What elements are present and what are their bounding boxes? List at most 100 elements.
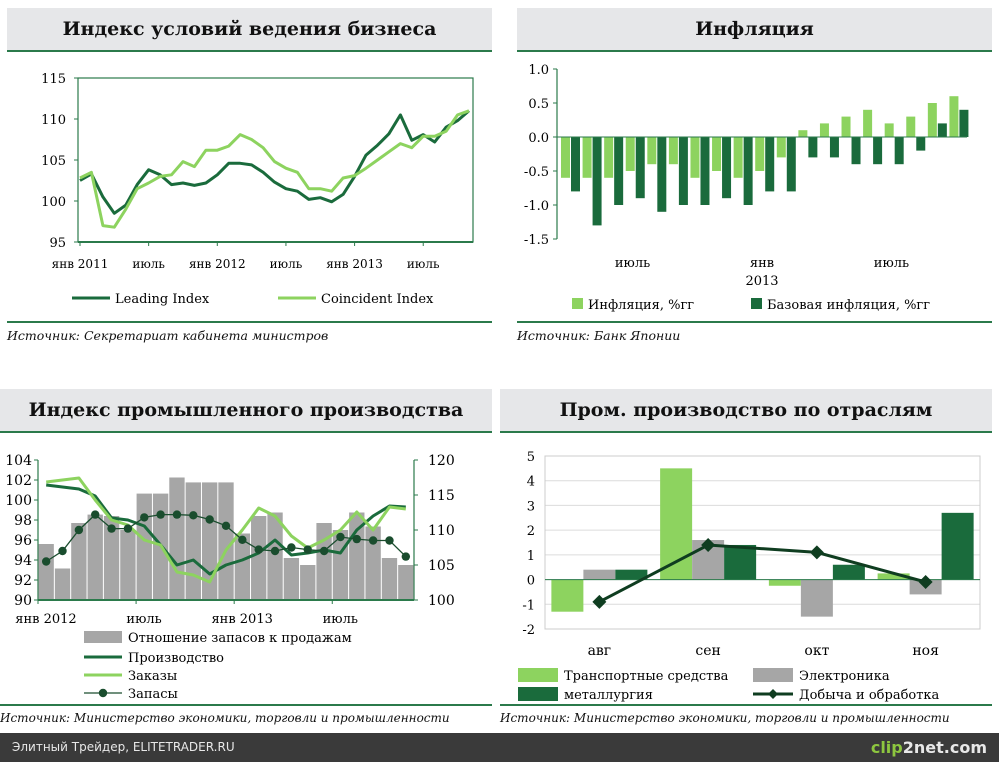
y-tick-label: 105 [41,154,66,169]
bar [381,558,398,600]
series-point [221,521,231,530]
source-inflation: Источник: Банк Японии [517,321,992,343]
bar [604,137,614,178]
bar [949,96,959,137]
bar [873,137,883,165]
bar [615,569,648,580]
series-point [41,557,51,566]
x-tick-label: июль [126,612,161,627]
x-tick-label: янв 2012 [189,257,246,271]
source-business: Источник: Секретариат кабинета министров [7,321,492,343]
legend-label: Электроника [799,669,890,684]
legend-swatch [753,668,793,682]
legend-label: Добыча и обработка [799,688,940,703]
legend-swatch [518,687,558,701]
y-tick-label: 3 [527,499,535,514]
bar [635,137,645,199]
y-tick-label: 5 [527,450,535,465]
bar [927,103,937,137]
bar [647,137,657,165]
bar [316,523,332,600]
bar [937,123,947,137]
chart-industrial: 90 92 94 96 98 100 102 104 100 105 110 115 120 янв 20… [5,453,455,702]
y-tick-label: -1.0 [524,199,549,214]
bar [786,137,796,192]
y-tick-label: 1 [527,549,535,564]
bar [916,137,926,151]
y-tick-label-right: 110 [428,523,455,539]
series-line [46,476,406,584]
x-tick-label: июль [270,257,303,271]
series-point [74,525,84,535]
bar [103,516,120,600]
legend-marker [98,688,108,698]
bar [551,579,584,612]
series-point [701,537,716,552]
bar [582,137,592,178]
bar [832,564,865,580]
series-point [303,545,312,554]
series-point [189,511,198,520]
bar [668,137,678,165]
bar [722,137,732,199]
bar [776,137,786,158]
bar [657,137,667,212]
y-tick-label: 110 [41,113,66,128]
logo-part-b: 2 [902,738,914,757]
y-tick-label-left: 100 [5,493,32,509]
bar [234,533,251,600]
legend-label: Запасы [128,687,178,702]
series-line [598,543,926,604]
bar [877,573,910,580]
bar [365,526,381,600]
bar [283,558,300,600]
bar [800,579,833,617]
logo-part-a: clip [870,738,903,757]
bar [251,516,267,600]
clip2net-logo[interactable]: clip2net.com [871,738,987,757]
bar [700,137,710,205]
legend-swatch [84,631,122,643]
legend-swatch [518,668,558,682]
bar [267,512,283,600]
y-tick-label-left: 98 [14,513,32,529]
x-tick-label: янв [750,256,774,271]
bar [185,482,201,600]
series-point [385,536,394,545]
source-industrial: Источник: Министерство экономики, торгов… [0,704,492,725]
bar [884,123,894,137]
bar [690,137,700,178]
legend-label: Производство [128,651,224,666]
series-point [107,524,116,533]
bar [625,137,635,171]
series-point [287,543,296,552]
source-sectors: Источник: Министерство экономики, торгов… [500,704,992,725]
bar [136,493,152,600]
bar [733,137,743,178]
series-point [172,510,182,519]
legend-swatch [751,298,762,309]
legend-swatch [572,298,583,309]
y-tick-label: -1.5 [524,233,549,248]
y-tick-label-left: 92 [14,573,32,589]
legend-label: Leading Index [115,292,210,307]
series-point [205,515,214,524]
bar [71,523,87,600]
legend-label: металлургия [564,688,653,703]
bar [120,530,136,600]
series-point [254,545,263,554]
bar [169,477,185,600]
series-point [123,524,133,533]
x-year-label: 2013 [745,274,778,289]
x-tick-label: авг [588,643,612,659]
legend-label: Отношение запасов к продажам [128,631,352,646]
x-tick-label: янв 2013 [211,612,272,627]
bar [894,137,904,165]
x-tick-label: янв 2012 [15,612,76,627]
x-tick-label: июль [615,256,650,271]
logo-part-c: net.com [913,738,987,757]
bar [678,137,688,205]
y-tick-label: 0.0 [528,131,549,146]
bar [724,544,757,580]
y-tick-label-left: 102 [5,473,32,489]
